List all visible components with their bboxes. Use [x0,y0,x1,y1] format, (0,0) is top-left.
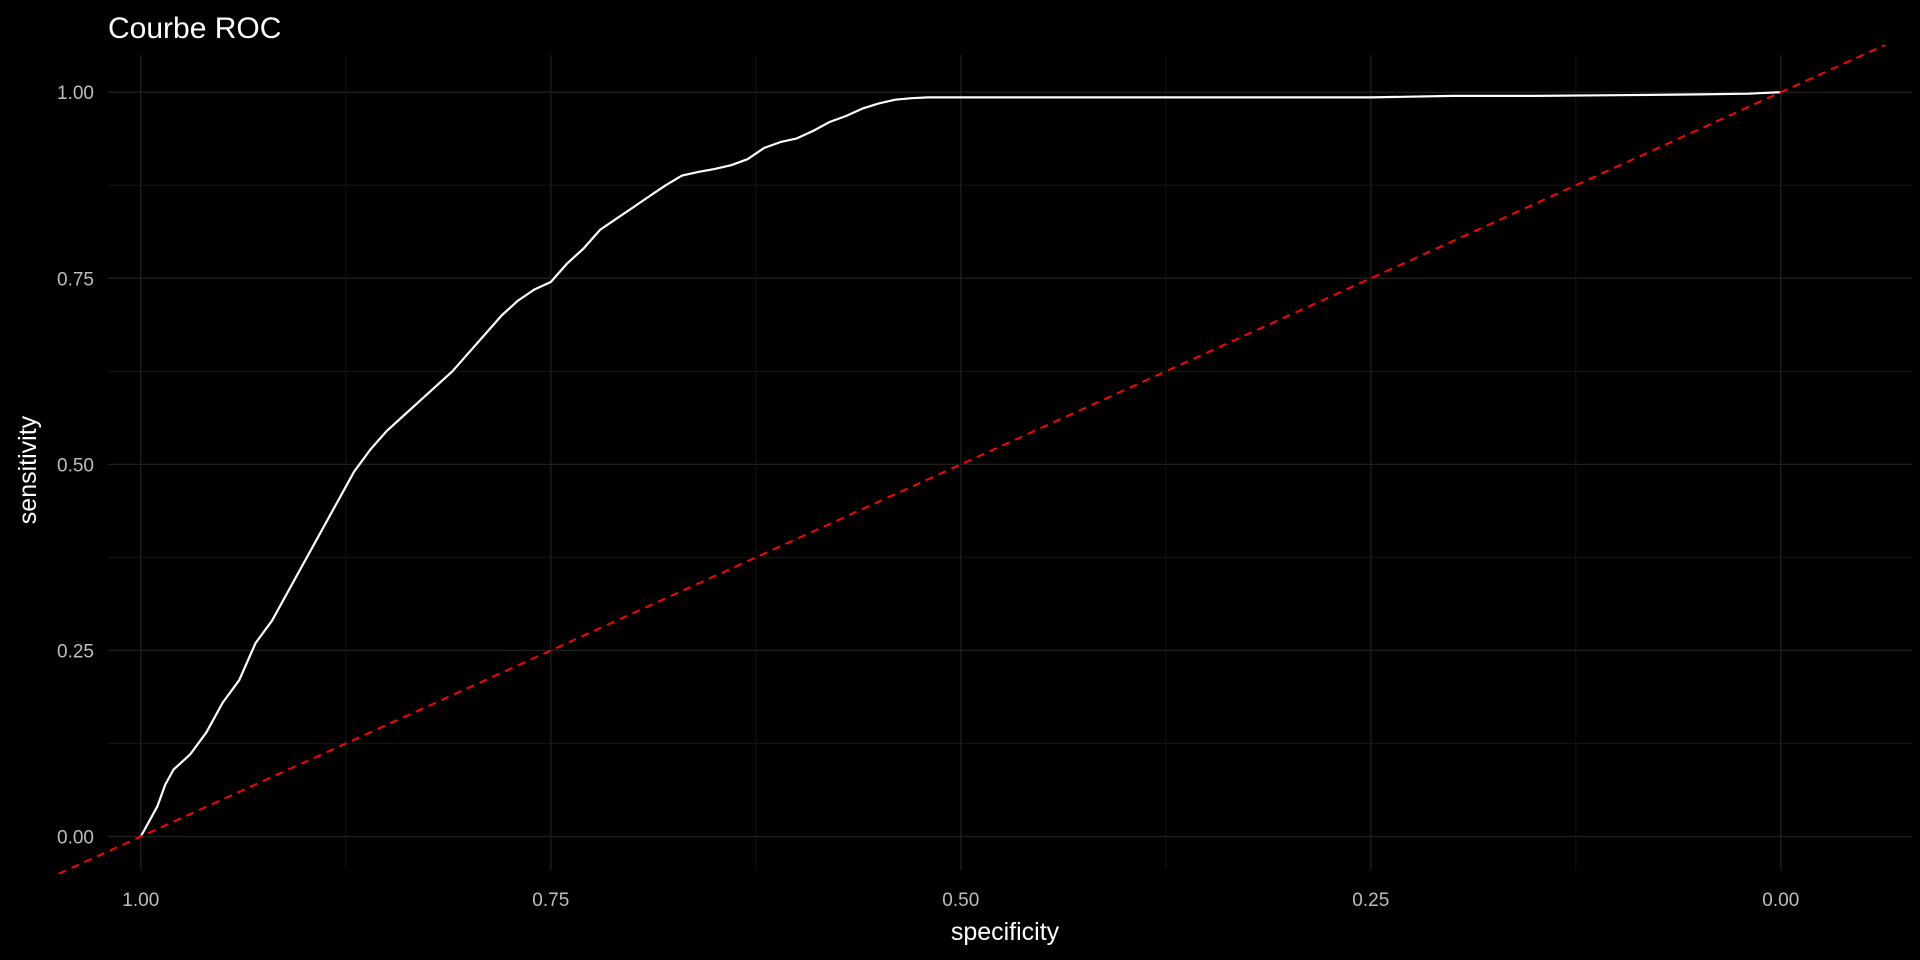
x-tick-label: 0.50 [942,890,979,911]
major-grid [108,55,1912,870]
y-tick-label: 1.00 [57,83,94,104]
y-axis-title: sensitivity [14,415,42,524]
x-axis-ticks: 1.00 0.75 0.50 0.25 0.00 [122,890,1799,911]
reference-diagonal-line [58,45,1888,875]
x-tick-label: 0.25 [1352,890,1389,911]
y-axis-ticks: 0.00 0.25 0.50 0.75 1.00 [57,83,94,848]
series-layer [58,45,1888,875]
y-tick-label: 0.25 [57,641,94,662]
x-tick-label: 1.00 [122,890,159,911]
y-tick-label: 0.00 [57,828,94,849]
x-tick-label: 0.75 [532,890,569,911]
y-tick-label: 0.75 [57,269,94,290]
x-tick-label: 0.00 [1762,890,1799,911]
y-tick-label: 0.50 [57,455,94,476]
roc-curve-line [139,91,1781,838]
x-axis-title: specificity [951,918,1060,946]
minor-grid [108,55,1912,870]
chart-title: Courbe ROC [108,12,281,45]
